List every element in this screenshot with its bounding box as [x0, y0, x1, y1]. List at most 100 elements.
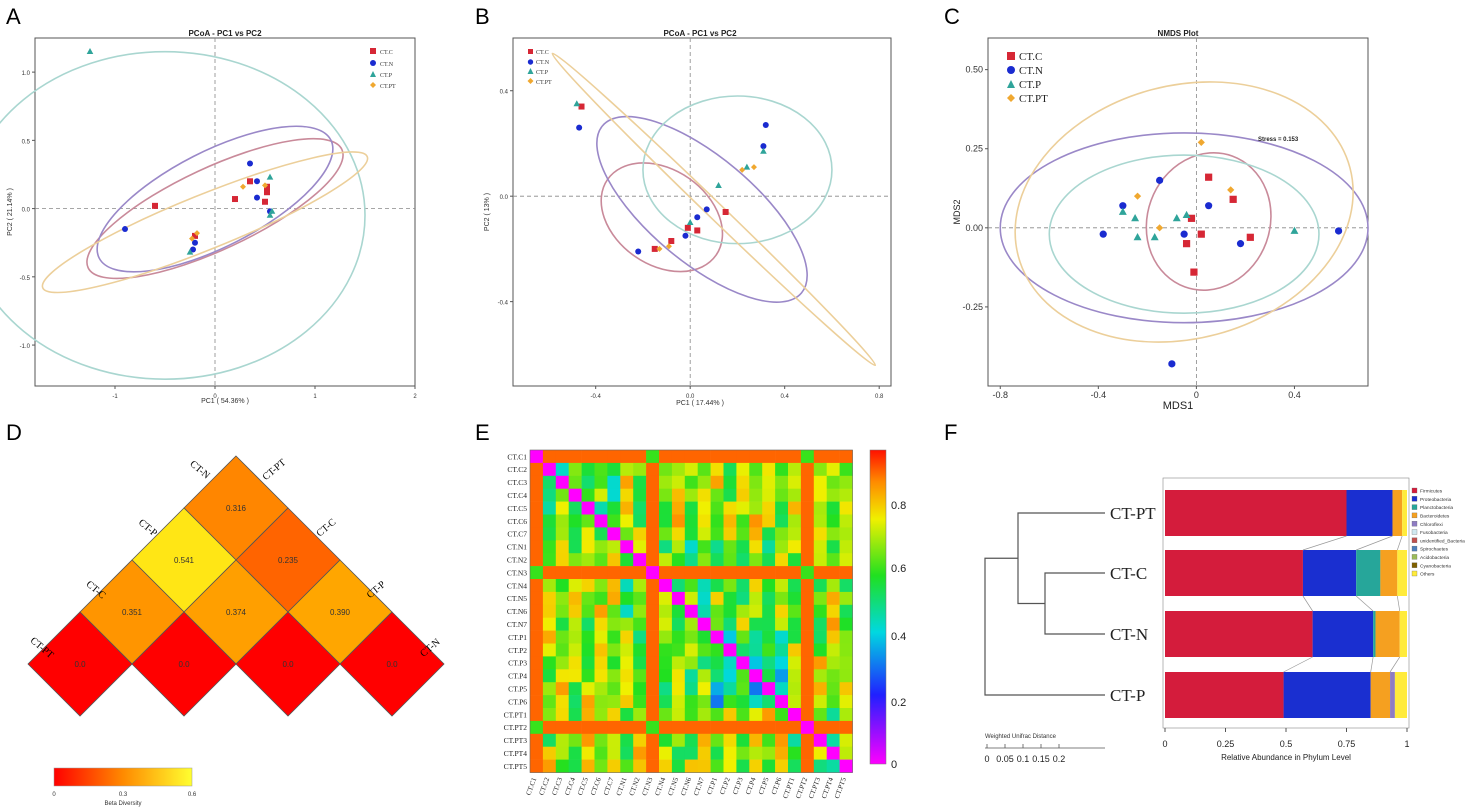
- matrix-cell: [813, 488, 827, 502]
- column-label: CT.P3: [731, 776, 745, 796]
- matrix-cell: [568, 656, 582, 670]
- matrix-cell: [749, 759, 763, 773]
- matrix-cell: [607, 733, 621, 747]
- matrix-cell: [800, 553, 815, 567]
- matrix-cell: [684, 656, 698, 670]
- matrix-cell: [646, 695, 660, 709]
- y-tick-label: 0.25: [965, 144, 983, 154]
- matrix-cell: [659, 708, 673, 722]
- matrix-cell: [736, 708, 750, 722]
- matrix-cell: [788, 540, 802, 554]
- matrix-cell: [839, 695, 853, 709]
- matrix-cell: [581, 540, 595, 554]
- matrix-cell: [697, 669, 711, 683]
- matrix-cell: [723, 475, 737, 489]
- legend-marker-ct-c: [528, 49, 533, 54]
- matrix-cell: [749, 682, 763, 696]
- matrix-cell: [620, 527, 634, 541]
- matrix-cell: [826, 695, 840, 709]
- matrix-cell: [800, 450, 815, 464]
- matrix-cell: [555, 514, 569, 528]
- point-square: [232, 196, 238, 203]
- matrix-cell: [633, 759, 647, 773]
- matrix-cell: [684, 669, 698, 683]
- matrix-cell: [568, 462, 582, 477]
- matrix-cell: [826, 746, 840, 760]
- matrix-cell: [607, 501, 621, 515]
- matrix-cell: [788, 746, 802, 760]
- matrix-cell: [568, 733, 582, 747]
- matrix-cell: [671, 475, 686, 489]
- legend-label: CT.N: [536, 60, 550, 66]
- matrix-cell: [684, 720, 698, 735]
- matrix-cell: [620, 643, 634, 657]
- point-triangle: [1131, 214, 1140, 222]
- matrix-cell: [839, 720, 853, 735]
- legend-label-f: Cyanobacteria: [1420, 563, 1451, 569]
- matrix-cell: [762, 553, 776, 567]
- matrix-cell: [736, 540, 750, 554]
- matrix-cell: [633, 746, 647, 760]
- matrix-cell: [839, 708, 853, 722]
- matrix-cell: [594, 643, 608, 657]
- matrix-cell: [581, 643, 595, 657]
- matrix-cell: [826, 462, 840, 477]
- matrix-cell: [710, 669, 724, 683]
- legend-f: Firmicutes Proteobacteria Planctobacteria B…: [1411, 487, 1465, 578]
- x-tick-label: 0: [1162, 739, 1167, 749]
- matrix-cell: [723, 708, 737, 722]
- plot-frame-c: [987, 37, 1369, 387]
- matrix-cell: [581, 604, 595, 618]
- matrix-cell: [839, 604, 853, 618]
- matrix-cell: [671, 708, 686, 722]
- legend-b: CT.C CT.N CT.P CT.PT: [527, 49, 552, 86]
- matrix-cell: [839, 746, 853, 760]
- matrix-cell: [762, 695, 776, 709]
- matrix-cell: [684, 682, 698, 696]
- matrix-cell: [594, 566, 608, 580]
- point-circle: [1236, 240, 1245, 248]
- matrix-cell: [542, 669, 557, 683]
- matrix-cell: [620, 682, 634, 696]
- matrix-cell: [723, 579, 737, 593]
- matrix-cell: [542, 527, 557, 541]
- scatter-plot-b: -0.4 0.0 0.4 0.8 0.4 0.0 -0.4: [498, 38, 891, 400]
- point-circle: [190, 246, 196, 253]
- point-square: [152, 202, 158, 209]
- tree-leaf-label: CT-PT: [1110, 504, 1156, 523]
- matrix-cell: [671, 746, 686, 760]
- matrix-cell: [736, 643, 750, 657]
- matrix-cell: [697, 553, 711, 567]
- matrix-cell: [659, 514, 673, 528]
- matrix-cell: [542, 733, 557, 747]
- matrix-cell: [542, 656, 557, 670]
- matrix-cell: [723, 695, 737, 709]
- matrix-cell: [762, 643, 776, 657]
- column-label: CT.N6: [679, 776, 693, 797]
- matrix-cell: [671, 682, 686, 696]
- matrix-cell: [813, 759, 827, 773]
- row-label: CT.C3: [507, 478, 527, 487]
- matrix-cell: [749, 579, 763, 593]
- matrix-cell: [839, 682, 853, 696]
- matrix-cell: [762, 462, 776, 477]
- matrix-cell: [671, 720, 686, 735]
- matrix-cell: [530, 553, 544, 567]
- legend-marker-ct-c: [370, 48, 376, 54]
- matrix-cell: [826, 604, 840, 618]
- heatmap-cell: [339, 611, 445, 717]
- matrix-cell: [749, 669, 763, 683]
- matrix-cell: [775, 733, 789, 747]
- matrix-cell: [710, 643, 724, 657]
- matrix-cell: [684, 462, 698, 477]
- tree-scale-label: 0.05: [996, 754, 1014, 764]
- diversity-heatmap-d: 0.316 0.541 0.235 0.351 0.374 0.390 0.0 0.0 0.0 0…: [27, 455, 445, 717]
- matrix-cell: [671, 604, 686, 618]
- matrix-cell: [710, 579, 724, 593]
- matrix-cell: [736, 527, 750, 541]
- matrix-cell: [581, 579, 595, 593]
- matrix-cell: [839, 591, 853, 606]
- point-triangle: [266, 173, 274, 180]
- stacked-bar-segment: [1165, 490, 1347, 536]
- matrix-cell: [542, 759, 557, 773]
